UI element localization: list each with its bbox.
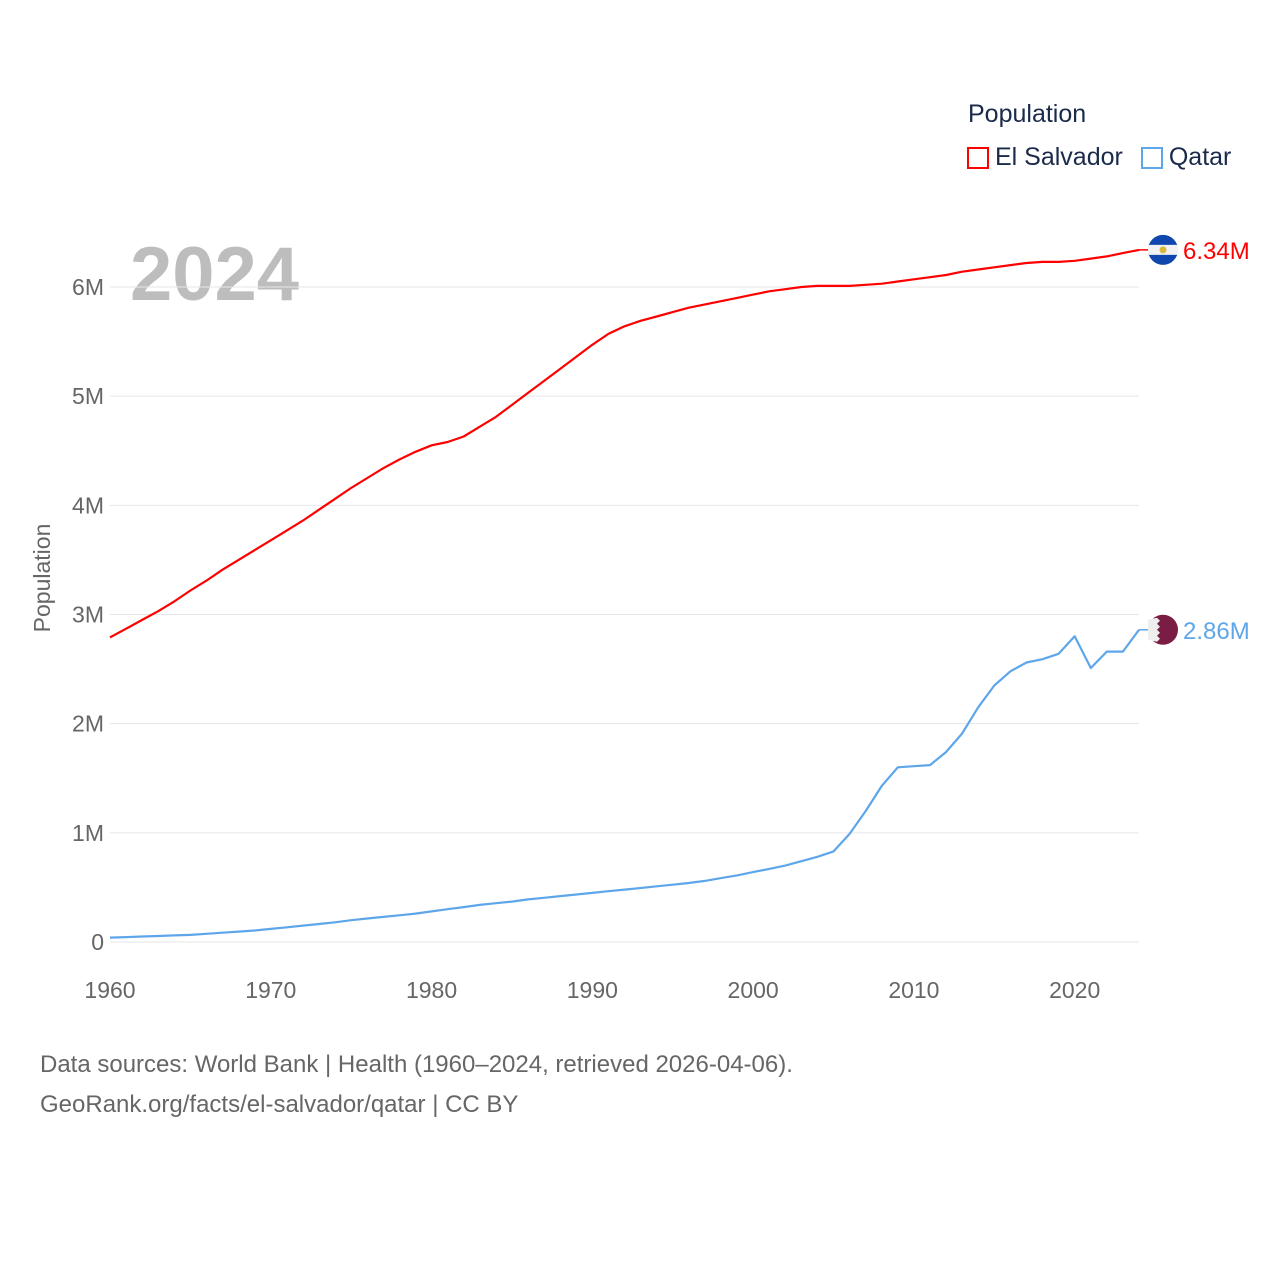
- y-tick-label: 5M: [72, 383, 104, 409]
- x-tick-label: 1980: [406, 977, 457, 1003]
- source-link[interactable]: GeoRank.org/facts/el-salvador/qatar | CC…: [40, 1091, 519, 1118]
- source-line: Data sources: World Bank | Health (1960–…: [40, 1051, 793, 1078]
- x-tick-label: 1960: [84, 977, 135, 1003]
- legend-swatch-icon: [1140, 146, 1163, 169]
- legend-item-el-salvador[interactable]: El Salvador: [967, 143, 1123, 172]
- y-tick-label: 6M: [72, 274, 104, 300]
- flag-emblem: [1159, 246, 1167, 254]
- y-tick-label: 3M: [72, 601, 104, 627]
- x-tick-label: 1990: [567, 977, 618, 1003]
- flag-serration: [1148, 617, 1160, 642]
- y-tick-label: 4M: [72, 492, 104, 518]
- series-line-el-salvador: [109, 248, 1140, 639]
- end-value-label: 2.86M: [1183, 618, 1250, 645]
- y-tick-label: 0: [91, 929, 104, 955]
- legend-label: Qatar: [1168, 143, 1232, 171]
- x-tick-label: 2020: [1049, 977, 1100, 1003]
- legend-title: Population: [968, 100, 1087, 128]
- series-line-qatar: [109, 629, 1140, 939]
- legend-label: El Salvador: [995, 143, 1123, 171]
- end-value-label: 6.34M: [1183, 238, 1250, 265]
- y-axis-label: Population: [29, 524, 55, 633]
- x-tick-label: 2010: [888, 977, 939, 1003]
- y-tick-label: 1M: [72, 820, 104, 846]
- x-tick-label: 2000: [728, 977, 779, 1003]
- x-tick-label: 1970: [245, 977, 296, 1003]
- legend-item-qatar[interactable]: Qatar: [1140, 143, 1232, 172]
- year-watermark: 2024: [130, 232, 299, 317]
- source-note: Data sources: World Bank | Health (1960–…: [40, 1045, 793, 1125]
- y-tick-label: 2M: [72, 711, 104, 737]
- legend-swatch-icon: [967, 146, 989, 169]
- legend: El Salvador Qatar: [967, 143, 1231, 172]
